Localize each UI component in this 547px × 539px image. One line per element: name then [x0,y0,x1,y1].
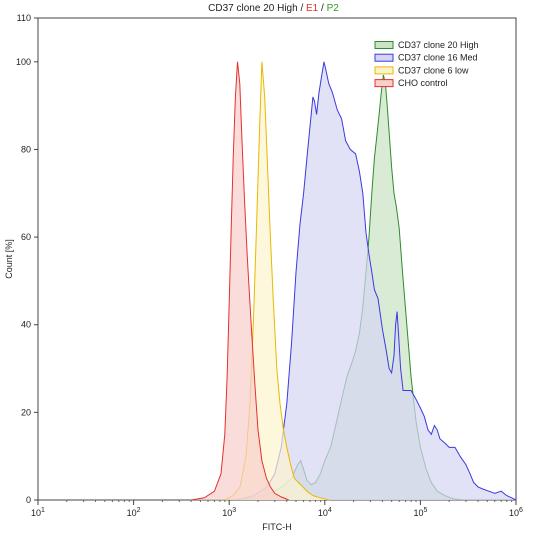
x-tick-label: 101 [31,507,45,518]
legend-label-cd37-clone-16-med: CD37 clone 16 Med [398,53,478,63]
legend-label-cd37-clone-20-high: CD37 clone 20 High [398,40,479,50]
legend-swatch-cd37-clone-6-low [374,66,394,75]
y-axis-label: Count [%] [4,239,14,279]
chart-title-main: CD37 clone 20 High [208,3,298,14]
x-tick-label: 105 [413,507,427,518]
chart-title-sep1: / [297,3,307,14]
y-tick-label: 40 [21,320,31,330]
x-tick-label: 106 [509,507,523,518]
chart-title-sep2: / [318,3,327,14]
series-line-cho-control [191,61,289,501]
chart-title: CD37 clone 20 High / E1 / P2 [0,3,547,14]
series-fill-cho-control [191,61,289,501]
y-tick-label: 110 [17,13,31,23]
series-layer [191,61,517,501]
y-tick-label: 80 [21,144,31,154]
legend-label-cd37-clone-6-low: CD37 clone 6 low [398,65,469,75]
y-axis: 0 20 40 60 80 100 110 [16,13,38,505]
legend-swatch-cd37-clone-16-med [374,53,394,62]
legend-label-cho-control: CHO control [398,78,448,88]
x-tick-label: 102 [127,507,141,518]
x-axis: 101 102 103 104 105 106 [31,500,523,518]
y-tick-label: 20 [21,407,31,417]
legend: CD37 clone 20 High CD37 clone 16 Med CD37 … [374,40,479,88]
y-tick-label: 60 [21,232,31,242]
y-tick-label: 0 [26,495,31,505]
x-tick-label: 103 [222,507,236,518]
x-tick-label: 104 [318,507,332,518]
x-axis-label: FITC-H [262,522,292,532]
chart-title-gate-e1: E1 [306,3,319,14]
series-line-cd37-clone-16-med [236,61,517,501]
legend-swatch-cd37-clone-20-high [374,41,394,49]
series-fill-cd37-clone-16-med [236,61,517,501]
chart-title-gate-p2: P2 [326,3,339,14]
legend-swatch-cho-control [374,79,394,88]
y-tick-label: 100 [16,57,31,67]
